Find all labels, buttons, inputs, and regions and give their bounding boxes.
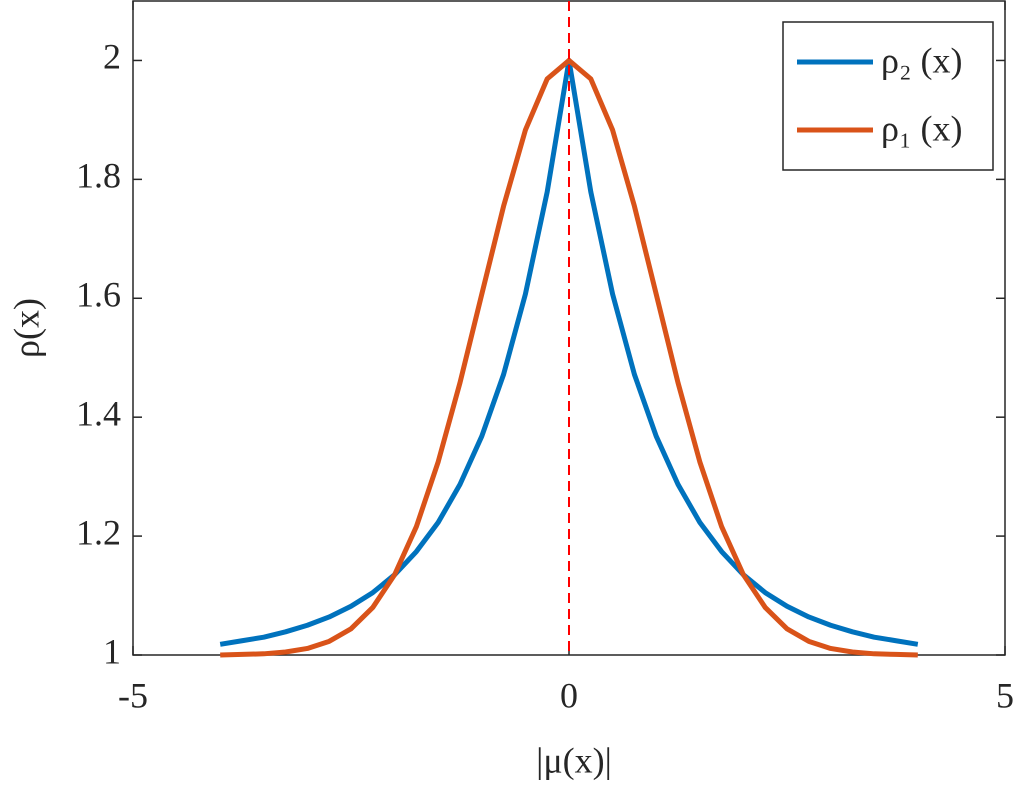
series-line: [220, 57, 918, 658]
y-tick-label: 1.8: [76, 156, 121, 196]
x-tick-label: -5: [118, 675, 148, 715]
legend-label: ρ₂ (x): [881, 40, 963, 80]
y-tick-label: 1.2: [76, 512, 121, 552]
y-tick-label: 1: [103, 631, 121, 671]
y-tick-label: 1.6: [76, 275, 121, 315]
legend-box: [782, 21, 994, 171]
legend-label: ρ₁ (x): [881, 108, 963, 148]
y-axis-label: ρ(x): [6, 298, 46, 358]
y-tick-label: 2: [103, 37, 121, 77]
x-tick-label: 0: [560, 675, 578, 715]
x-tick-label: 5: [996, 675, 1014, 715]
y-tick-label: 1.4: [76, 393, 121, 433]
x-axis-label: |μ(x)|: [536, 740, 612, 780]
